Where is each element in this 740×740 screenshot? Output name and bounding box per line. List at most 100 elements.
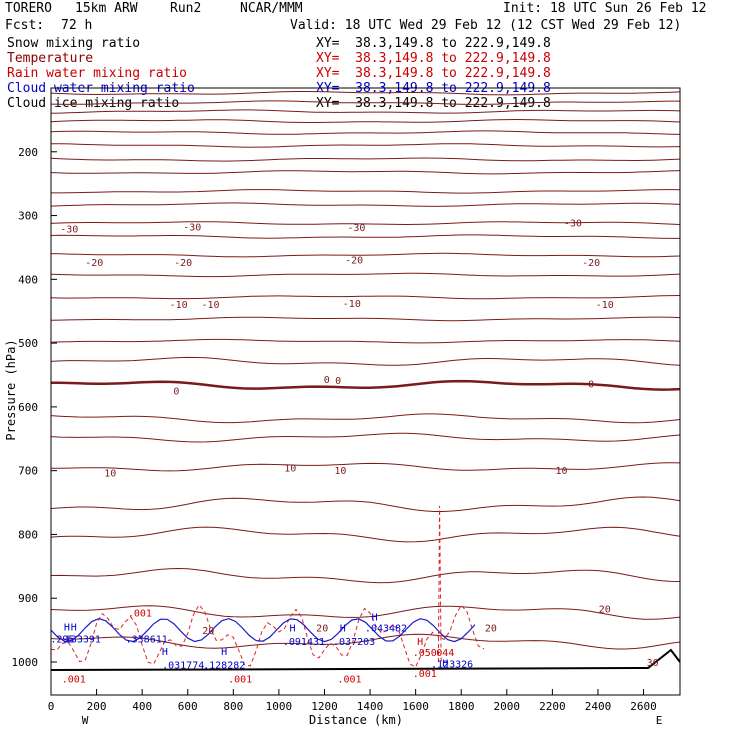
hilo-label: .128282: [203, 661, 245, 672]
x-tick-label: 1200: [311, 700, 338, 713]
temperature-label: -30: [183, 222, 201, 233]
isotherm-line: [50, 202, 681, 207]
isotherm-line: [51, 143, 681, 148]
hilo-label: .123326: [431, 659, 473, 670]
hilo-label: H: [64, 622, 70, 633]
temperature-label: -10: [596, 300, 614, 311]
x-east-label: E: [656, 714, 663, 727]
legend-snow: Snow mixing ratio: [7, 36, 141, 51]
plot-frame: [50, 87, 681, 696]
temperature-label: -10: [343, 299, 361, 310]
temperature-label: 20: [485, 624, 497, 635]
temperature-label: 10: [284, 463, 296, 474]
isotherm-line: [50, 295, 681, 300]
hilo-label: .001: [338, 675, 362, 686]
temperature-label: 20: [202, 626, 214, 637]
x-tick-label: 2000: [494, 700, 521, 713]
y-tick-label: 200: [18, 146, 38, 159]
temperature-label: 0: [173, 386, 179, 397]
isotherm-line: [50, 157, 681, 162]
hilo-label: H: [417, 637, 423, 648]
axes: 0 200 400 600 800 1000 1200 1400 1600 1800 2000 220…: [12, 146, 657, 713]
temperature-label: -20: [85, 258, 103, 269]
x-axis-title: Distance (km): [309, 713, 403, 727]
temperature-label: 30: [647, 658, 659, 669]
isotherm-line: [50, 316, 681, 322]
temperature-label: 0: [324, 375, 330, 386]
y-tick-label: 700: [18, 465, 38, 478]
isotherm-line: [50, 633, 681, 650]
hilo-label: H: [162, 647, 168, 658]
isotherm-line: [50, 462, 681, 472]
x-tick-label: 1600: [402, 700, 429, 713]
temperature-label: -10: [170, 300, 188, 311]
x-tick-label: 400: [132, 700, 152, 713]
y-tick-label: 500: [18, 337, 38, 350]
hilo-label: H: [71, 622, 77, 633]
hilo-label: .001: [228, 675, 252, 686]
temperature-label: -20: [174, 258, 192, 269]
isotherm-line: [50, 496, 681, 512]
x-tick-label: 2400: [585, 700, 612, 713]
xy-range-temperature: XY= 38.3,149.8 to 222.9,149.8: [316, 51, 551, 66]
isotherm-line: [50, 272, 681, 278]
temperature-label: 0: [335, 376, 341, 387]
xy-range-rain: XY= 38.3,149.8 to 222.9,149.8: [316, 66, 551, 81]
hilo-label: .091431: [283, 637, 325, 648]
temperature-label: 20: [599, 604, 611, 615]
isotherm-line: [50, 170, 681, 175]
hilo-label: 044: [436, 648, 454, 659]
x-tick-label: 2600: [630, 700, 657, 713]
isotherm-line: [50, 252, 681, 258]
hilo-label: .001: [128, 608, 152, 619]
x-tick-label: 1400: [357, 700, 384, 713]
x-tick-label: 600: [178, 700, 198, 713]
valid-time: Valid: 18 UTC Wed 29 Feb 12 (12 CST Wed …: [290, 18, 682, 33]
temperature-label: -10: [201, 300, 219, 311]
temperature-label: -20: [345, 256, 363, 267]
hilo-label: .338611: [126, 634, 168, 645]
isotherm-line: [50, 100, 680, 105]
y-axis-title: Pressure (hPa): [4, 339, 18, 440]
isotherm-line: [50, 130, 681, 135]
isotherm-lines: [50, 91, 681, 650]
hilo-label: 133391: [65, 634, 101, 645]
temperature-label: 10: [334, 466, 346, 477]
legend-temperature: Temperature: [7, 51, 94, 66]
isotherm-line: [50, 118, 681, 123]
terrain-line: [50, 648, 681, 671]
hilo-label: .031774: [162, 661, 204, 672]
temperature-label: 0: [588, 379, 594, 390]
y-tick-label: 300: [18, 210, 38, 223]
forecast-hour: 72 h: [61, 18, 93, 33]
isotherm-line: [50, 234, 680, 239]
temperature-label: -20: [582, 258, 600, 269]
x-tick-label: 1000: [266, 700, 293, 713]
rain-contour: [50, 604, 485, 668]
hilo-label: .295: [50, 634, 74, 645]
legend-rain: Rain water mixing ratio: [7, 66, 188, 81]
hilo-label: .001: [62, 675, 86, 686]
y-tick-label: 1000: [12, 656, 39, 669]
isotherm-line: [50, 356, 681, 366]
temperature-label: 20: [316, 624, 328, 635]
x-tick-label: 1800: [448, 700, 475, 713]
isotherm-line: [51, 189, 681, 194]
y-tick-label: 600: [18, 401, 38, 414]
temperature-label: -30: [60, 224, 78, 235]
y-tick-label: 900: [18, 592, 38, 605]
isotherm-line: [50, 432, 681, 443]
hilo-label: H: [340, 624, 346, 635]
isotherm-line: [50, 109, 681, 114]
cloud-water-contour: [50, 617, 476, 643]
hilo-label: .050: [413, 648, 437, 659]
y-tick-label: 400: [18, 273, 38, 286]
temperature-label: -30: [564, 219, 582, 230]
hilo-label: H: [221, 647, 227, 658]
hilo-label: .037203: [333, 637, 375, 648]
x-tick-label: 200: [87, 700, 107, 713]
hilo-label: H: [372, 613, 378, 624]
isotherm-line: [50, 338, 681, 344]
forecast-label: Fcst:: [5, 18, 45, 33]
